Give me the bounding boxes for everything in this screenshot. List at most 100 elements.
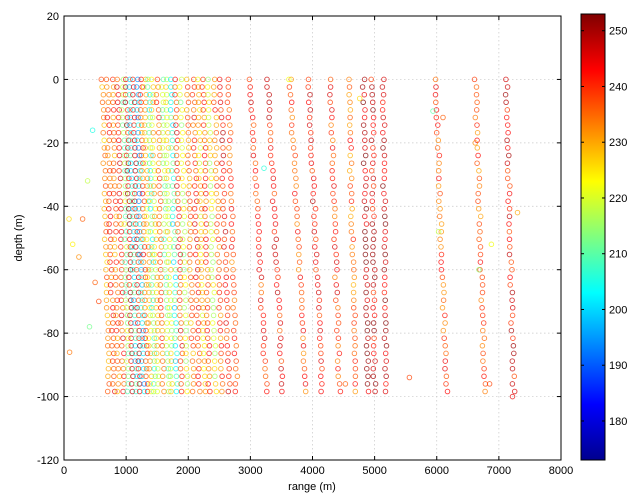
scatter-point — [228, 198, 235, 204]
scatter-point — [440, 327, 447, 334]
scatter-point — [123, 152, 130, 159]
scatter-point — [173, 145, 180, 151]
scatter-point — [247, 91, 253, 98]
scatter-point — [363, 259, 369, 265]
scatter-point — [482, 388, 488, 395]
scatter-point — [228, 221, 235, 227]
scatter-point — [258, 282, 264, 288]
scatter-point — [134, 282, 140, 288]
scatter-point — [363, 221, 370, 227]
scatter-point — [168, 358, 175, 364]
scatter-point — [141, 244, 148, 250]
scatter-point — [157, 259, 163, 265]
scatter-point — [504, 122, 511, 128]
scatter-point — [165, 168, 171, 174]
scatter-point — [268, 160, 275, 166]
scatter-point — [474, 122, 480, 128]
scatter-point — [202, 168, 209, 174]
scatter-point — [135, 289, 142, 296]
scatter-point — [380, 145, 386, 151]
scatter-point — [382, 259, 389, 265]
scatter-point — [125, 381, 132, 387]
scatter-point — [504, 175, 511, 182]
scatter-point — [290, 145, 297, 151]
scatter-point — [365, 373, 371, 380]
scatter-point — [293, 183, 299, 189]
scatter-point — [194, 198, 200, 204]
scatter-point — [348, 160, 355, 166]
scatter-point — [192, 152, 198, 159]
scatter-point — [383, 320, 389, 326]
scatter-point — [163, 152, 170, 159]
scatter-point — [481, 373, 487, 380]
scatter-point — [204, 266, 211, 273]
scatter-point — [231, 289, 237, 296]
scatter-point — [150, 137, 157, 144]
scatter-point — [433, 84, 439, 90]
scatter-point — [204, 327, 210, 334]
scatter-point — [473, 84, 480, 90]
scatter-point — [146, 289, 152, 296]
scatter-point — [150, 259, 156, 265]
scatter-point — [144, 175, 151, 182]
scatter-point — [441, 335, 447, 341]
scatter-point — [147, 114, 153, 121]
scatter-point — [317, 343, 324, 349]
scatter-point — [352, 335, 358, 341]
scatter-point — [123, 206, 129, 212]
scatter-point — [253, 183, 260, 189]
scatter-point — [352, 312, 358, 319]
scatter-point — [174, 381, 181, 387]
scatter-point — [230, 274, 236, 281]
scatter-point — [209, 320, 216, 326]
scatter-point — [371, 327, 377, 334]
scatter-point — [190, 350, 196, 357]
scatter-point — [381, 168, 388, 174]
scatter-point — [217, 312, 224, 319]
scatter-point — [362, 236, 369, 243]
scatter-point — [139, 373, 145, 380]
scatter-point — [150, 183, 157, 189]
scatter-point — [173, 152, 180, 159]
scatter-point — [370, 365, 377, 372]
scatter-point — [348, 175, 355, 182]
scatter-point — [226, 107, 233, 113]
scatter-point — [186, 183, 192, 189]
scatter-point — [194, 312, 200, 319]
scatter-point — [150, 297, 156, 303]
scatter-point — [168, 168, 175, 174]
scatter-point — [205, 335, 211, 341]
scatter-point — [171, 198, 177, 204]
scatter-point — [335, 305, 341, 311]
scatter-point — [177, 236, 183, 243]
scatter-point — [364, 297, 371, 303]
scatter-point — [218, 350, 224, 357]
scatter-point — [166, 373, 172, 380]
scatter-point — [267, 152, 274, 159]
scatter-point — [370, 122, 376, 128]
scatter-point — [177, 259, 184, 265]
scatter-point — [181, 259, 188, 265]
scatter-point — [103, 282, 110, 288]
scatter-point — [211, 358, 218, 364]
scatter-point — [140, 343, 146, 349]
scatter-point — [199, 312, 206, 319]
scatter-point — [507, 244, 513, 250]
scatter-point — [223, 251, 230, 258]
scatter-point — [182, 228, 188, 235]
scatter-point — [136, 350, 142, 357]
scatter-point — [509, 297, 515, 303]
scatter-point — [316, 297, 323, 303]
scatter-point — [308, 137, 314, 144]
scatter-point — [370, 183, 377, 189]
scatter-point — [184, 373, 191, 380]
scatter-point — [204, 305, 211, 311]
scatter-point — [227, 122, 233, 128]
scatter-point — [250, 122, 257, 128]
scatter-point — [255, 206, 261, 212]
scatter-point — [132, 198, 138, 204]
scatter-point — [231, 350, 238, 357]
scatter-point — [331, 198, 337, 204]
scatter-point — [217, 327, 224, 334]
scatter-point — [170, 259, 177, 265]
